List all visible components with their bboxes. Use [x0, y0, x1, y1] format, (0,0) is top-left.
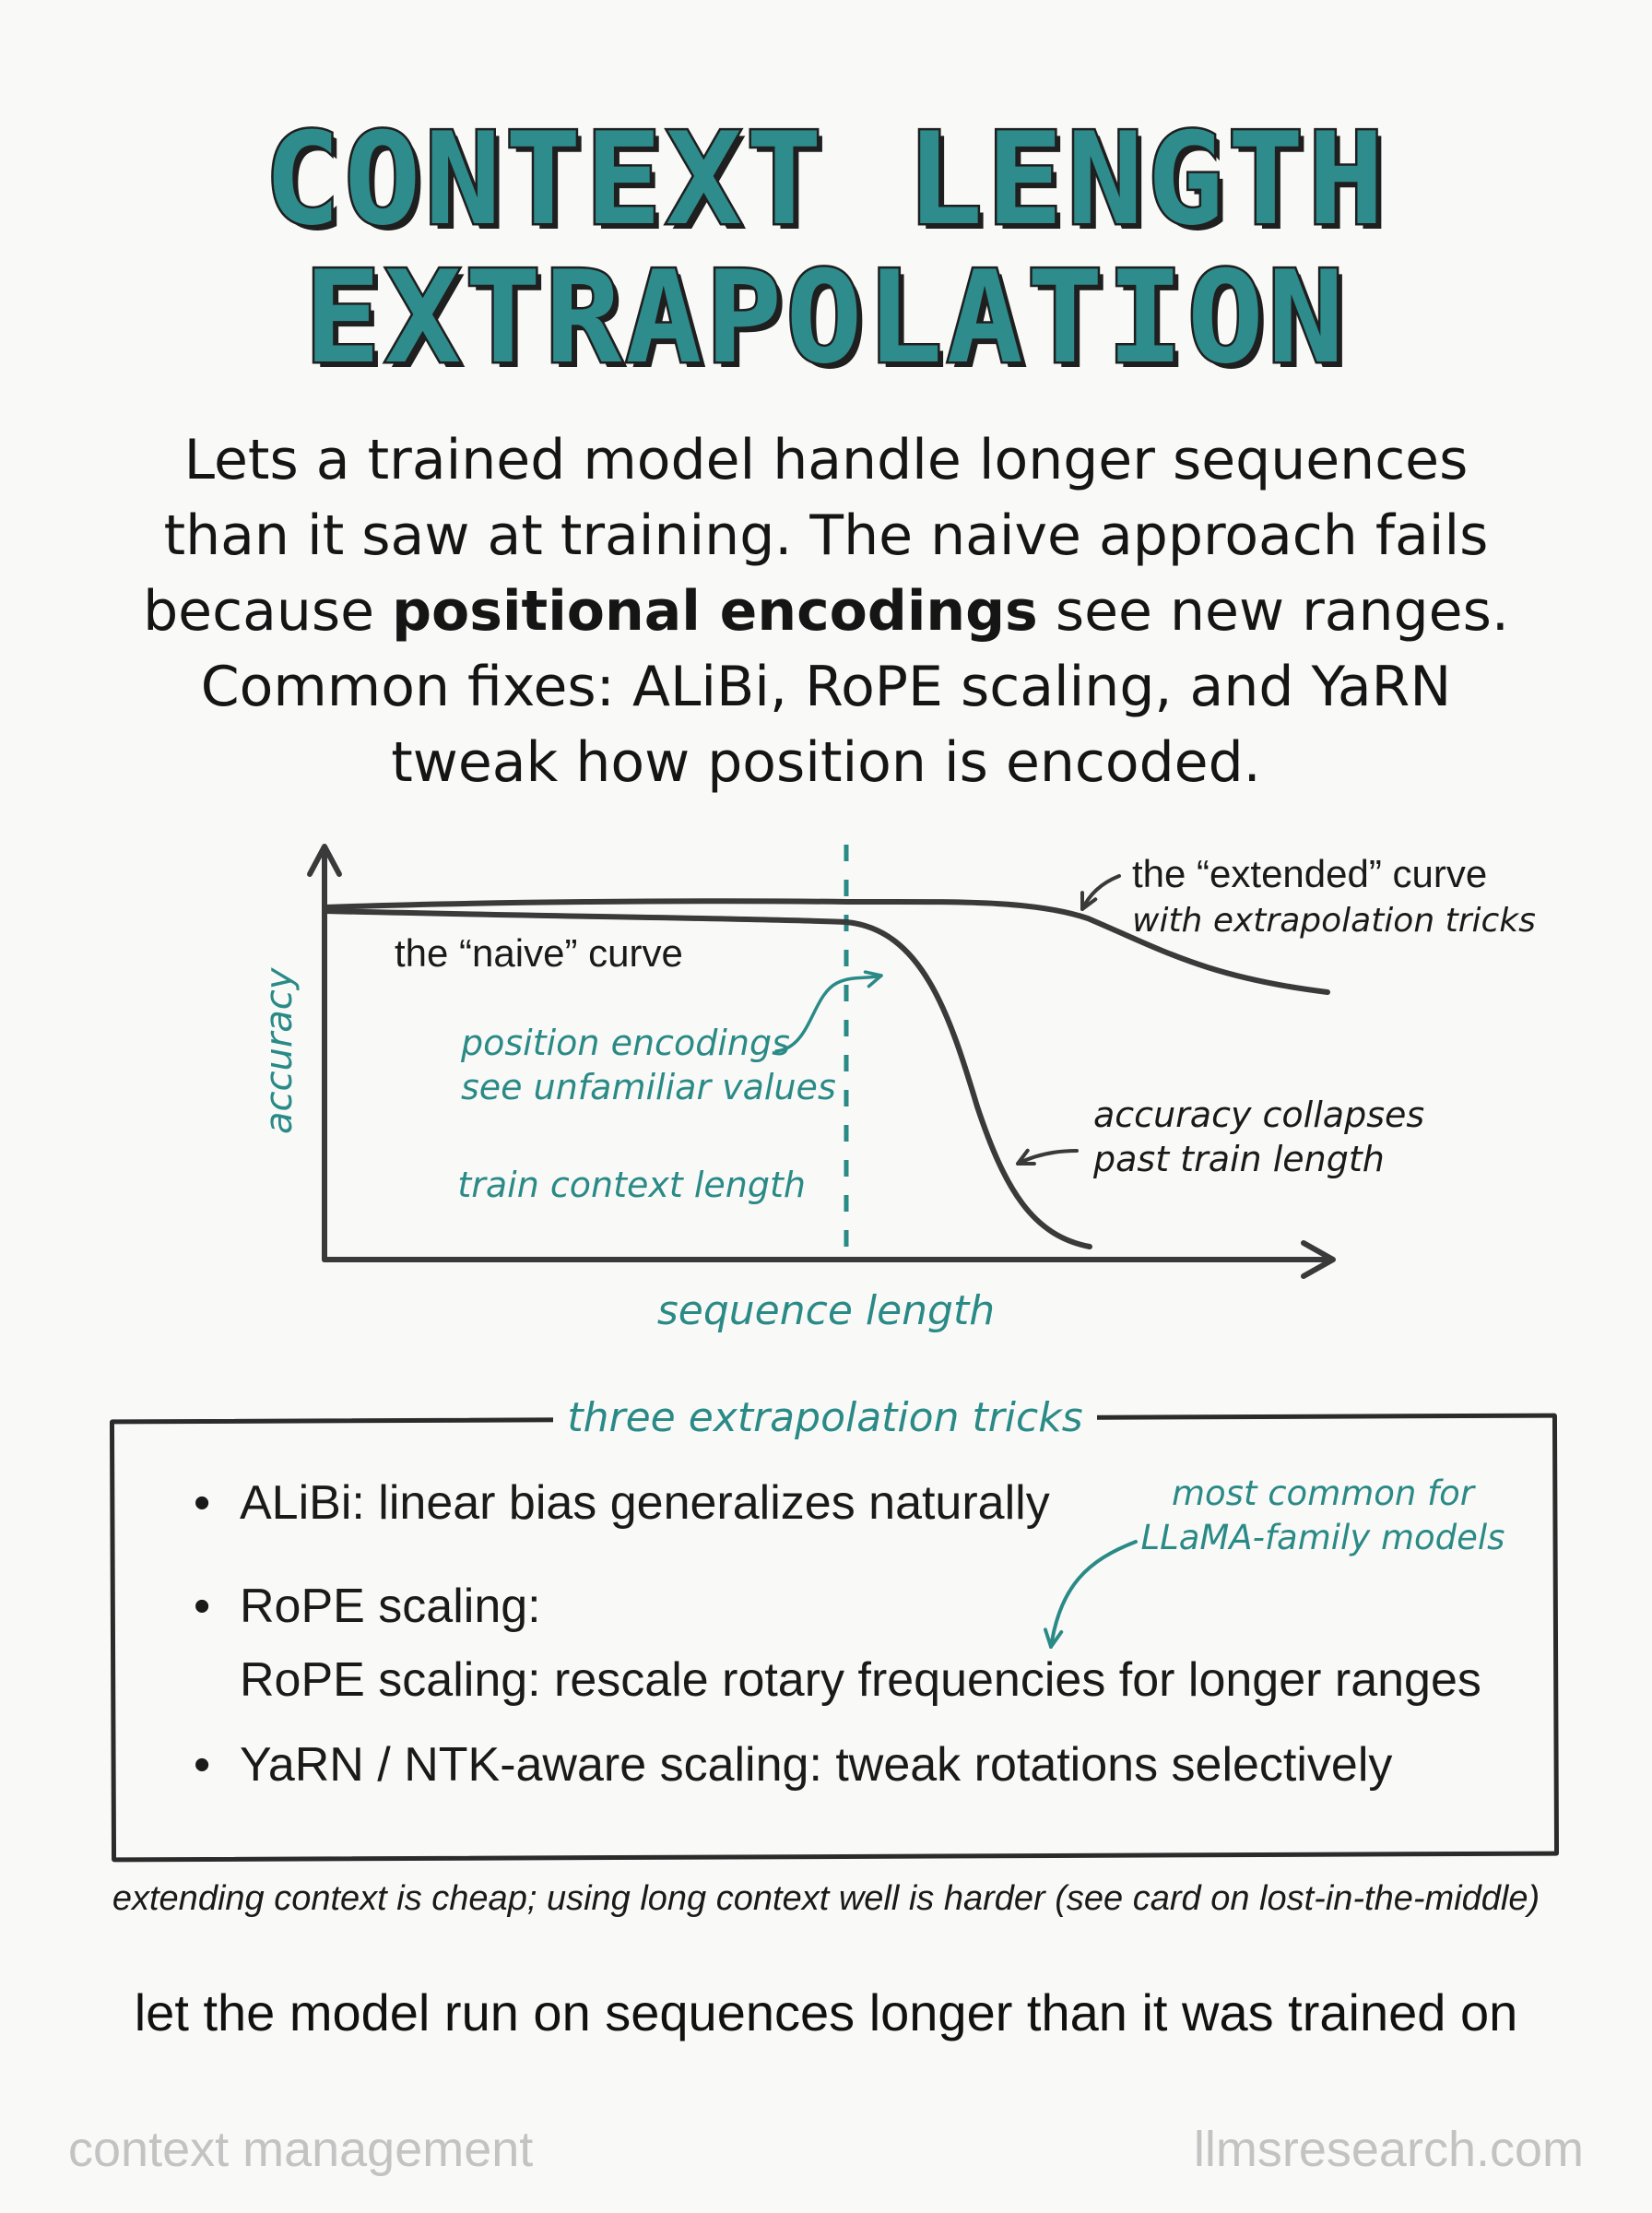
- extended-arrow: [1080, 874, 1121, 911]
- naive-curve-label: the “naive” curve: [395, 931, 683, 975]
- intro-paragraph: Lets a trained model handle longer seque…: [120, 422, 1532, 800]
- intro-text-2: see new ranges. Common fixes: ALiBi, RoP…: [200, 579, 1509, 795]
- llama-note: most common for LLaMA-family models: [1106, 1472, 1540, 1560]
- x-axis-label: sequence length: [657, 1287, 995, 1334]
- title-line-2: EXTRAPOLATION: [301, 243, 1349, 392]
- accuracy-diagram: accuracy sequence length the “naive” cur…: [258, 844, 1536, 1334]
- trick-rope-detail: RoPE scaling: rescale rotary frequencies…: [240, 1653, 1481, 1707]
- trick-alibi: ALiBi: linear bias generalizes naturally: [194, 1475, 1481, 1531]
- position-note-arrow: [774, 970, 883, 1053]
- llama-note-line-2: LLaMA-family models: [1140, 1518, 1505, 1557]
- title-line-1: CONTEXT LENGTH: [262, 105, 1388, 254]
- position-note-line-2: see unfamiliar values: [461, 1067, 836, 1107]
- trick-alibi-text: ALiBi: linear bias generalizes naturally: [240, 1476, 1050, 1530]
- intro-text-1: Lets a trained model handle longer seque…: [143, 428, 1489, 644]
- summary-line: let the model run on sequences longer th…: [134, 1983, 1518, 2041]
- trick-rope: RoPE scaling: RoPE scaling: rescale rota…: [194, 1569, 1481, 1717]
- intro-bold-term: positional encodings: [392, 579, 1038, 644]
- train-length-label: train context length: [457, 1165, 806, 1205]
- extended-curve: [322, 898, 1330, 995]
- tricks-box-title: three extrapolation tricks: [553, 1395, 1097, 1441]
- collapse-note-line-2: past train length: [1092, 1139, 1385, 1179]
- footer-site: llmsresearch.com: [1193, 2122, 1584, 2177]
- extended-curve-label: the “extended” curve: [1132, 852, 1487, 895]
- y-axis-label: accuracy: [258, 966, 301, 1134]
- collapse-arrow: [1016, 1148, 1079, 1166]
- y-axis-arrowhead: [307, 844, 342, 877]
- collapse-note-line-1: accuracy collapses: [1093, 1095, 1424, 1135]
- page-title: CONTEXT LENGTH EXTRAPOLATION: [0, 105, 1652, 392]
- extended-curve-sublabel: with extrapolation tricks: [1132, 902, 1536, 940]
- llama-note-line-1: most common for: [1171, 1473, 1474, 1513]
- x-axis-arrowhead: [1301, 1240, 1336, 1279]
- position-note-line-1: position encodings: [460, 1023, 790, 1063]
- footnote: extending context is cheap; using long c…: [112, 1879, 1540, 1918]
- footer-category: context management: [68, 2122, 534, 2177]
- trick-yarn-text: YaRN / NTK-aware scaling: tweak rotation…: [240, 1738, 1393, 1792]
- trick-rope-heading: RoPE scaling:: [240, 1580, 541, 1633]
- naive-curve: [322, 908, 1092, 1249]
- trick-yarn: YaRN / NTK-aware scaling: tweak rotation…: [194, 1737, 1481, 1793]
- tricks-list: ALiBi: linear bias generalizes naturally…: [194, 1475, 1481, 1793]
